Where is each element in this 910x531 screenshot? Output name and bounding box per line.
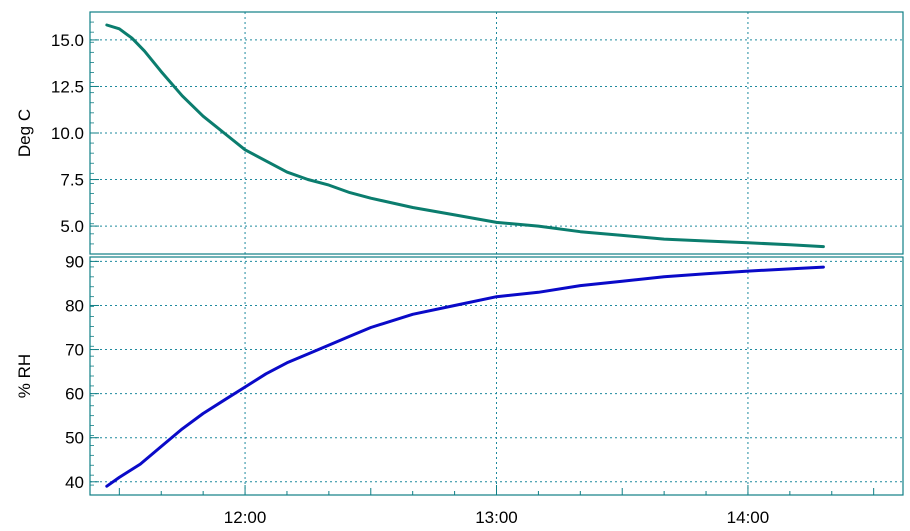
temperature-y-tick-label: 7.5 bbox=[60, 171, 84, 190]
temperature-y-axis-title: Deg C bbox=[15, 109, 34, 157]
humidity-series-line bbox=[105, 265, 825, 488]
x-tick-label: 13:00 bbox=[475, 508, 518, 527]
temperature-y-tick-label: 5.0 bbox=[60, 217, 84, 236]
humidity-y-tick-label: 50 bbox=[65, 429, 84, 448]
time-x-axis: 12:00 13:00 14:00 bbox=[118, 485, 875, 527]
humidity-y-tick-label: 70 bbox=[65, 341, 84, 360]
humidity-y-axis-title: % RH bbox=[15, 354, 34, 398]
humidity-y-tick-label: 80 bbox=[65, 296, 84, 315]
humidity-grid bbox=[90, 257, 903, 495]
temperature-y-tick-label: 12.5 bbox=[51, 77, 84, 96]
temperature-y-tick-label: 10.0 bbox=[51, 124, 84, 143]
humidity-y-tick-label: 90 bbox=[65, 252, 84, 271]
humidity-y-tick-label: 40 bbox=[65, 473, 84, 492]
x-tick-label: 14:00 bbox=[727, 508, 770, 527]
temperature-panel: 15.0 12.5 10.0 7.5 5.0 Deg C bbox=[15, 11, 904, 255]
x-tick-label: 12:00 bbox=[224, 508, 267, 527]
temperature-grid bbox=[90, 12, 903, 254]
humidity-y-ticks: 90 80 70 60 50 40 bbox=[65, 252, 99, 496]
temperature-y-ticks: 15.0 12.5 10.0 7.5 5.0 bbox=[51, 11, 99, 255]
temperature-y-tick-label: 15.0 bbox=[51, 31, 84, 50]
temperature-series-line bbox=[105, 23, 825, 249]
humidity-y-tick-label: 60 bbox=[65, 385, 84, 404]
